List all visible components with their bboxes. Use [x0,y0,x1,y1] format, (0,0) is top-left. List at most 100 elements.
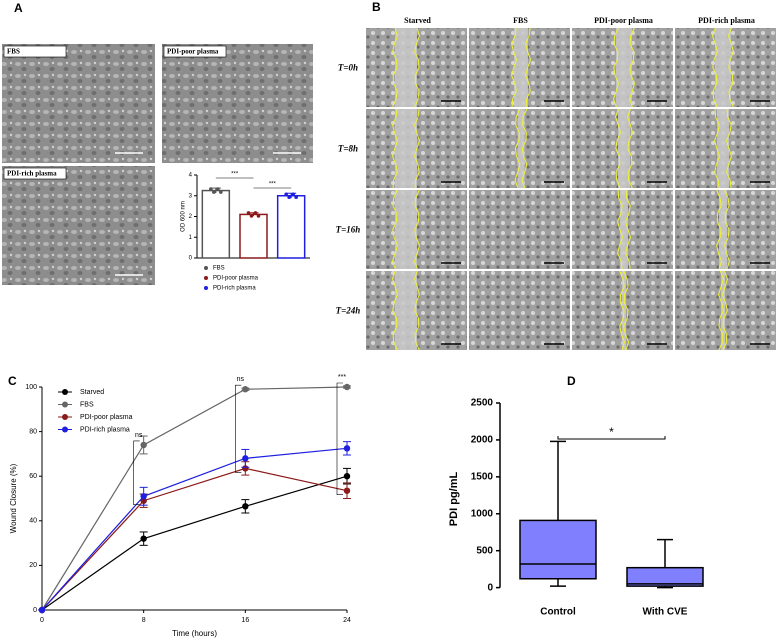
series-line [41,447,348,611]
wound-edge [392,27,399,108]
legend-marker [204,276,208,280]
significance-bracket [133,440,140,506]
significance-bracket [557,436,666,440]
wound-gap [395,28,417,107]
legend-label: PDI-rich plasma [213,286,256,292]
y-tick-label: 4 [189,173,193,179]
microscopy-image [2,166,155,285]
microscopy-image [675,271,776,350]
wound-edge [391,270,398,351]
wound-gap [616,28,632,107]
row-label: T=0h [338,63,358,73]
data-point [287,195,291,200]
y-tick-label: 0 [33,607,37,614]
significance-label: ns [237,376,245,383]
column-header: PDI-poor plasma [594,16,653,25]
data-point [291,192,295,197]
y-axis-label: Wound Closure (%) [9,463,18,533]
wound-edge [414,27,421,108]
x-tick-label: 16 [241,617,249,624]
wound-edge [612,27,619,108]
legend-marker [62,426,68,433]
significance-label: ns [135,432,143,439]
data-point [219,190,223,194]
y-tick-label: 1000 [471,508,494,519]
series-line [41,475,348,611]
row-label: T=8h [338,144,358,154]
data-point [343,473,351,480]
wound-edge [413,270,420,351]
significance-label: *** [338,374,346,381]
wound-edge [617,189,624,270]
microscopy-image [469,190,570,269]
wound-gap [715,28,731,107]
data-point [246,211,251,215]
wound-gap [395,109,417,188]
data-point [294,195,298,200]
x-tick-label: 24 [343,617,351,624]
wound-edge [392,108,399,189]
y-tick-label: 2500 [471,398,494,409]
data-point [140,535,147,542]
y-tick-label: 1500 [471,471,494,482]
y-tick-label: 20 [29,562,37,569]
data-point [242,386,249,393]
legend-label: PDI-rich plasma [80,426,130,433]
row-label: T=24h [336,306,361,316]
y-tick-label: 2000 [471,435,494,446]
legend-marker [62,389,68,395]
legend-label: Starved [80,389,104,396]
image-label-box [3,45,67,58]
x-tick-label: Control [540,607,576,618]
data-point [256,214,261,218]
y-axis-label: OD 600 nm [181,201,187,232]
wound-edge [721,270,729,351]
panel-label: B [372,0,381,14]
image-label: PDI-poor plasma [167,48,219,56]
wound-edge [391,189,398,270]
legend-label: PDI-poor plasma [80,414,133,421]
wound-gap [514,28,528,107]
wound-gap [517,109,525,188]
x-tick-label: With CVE [643,607,688,618]
significance-label: * [609,425,614,439]
y-tick-label: 2 [189,214,193,220]
legend-marker [62,414,68,420]
microscopy-image [2,44,155,163]
wound-edge [414,108,421,189]
wound-edge [625,189,632,270]
y-tick-label: 3 [189,193,193,199]
y-tick-label: 80 [29,428,37,435]
wound-edge [511,27,518,108]
bar [239,213,268,259]
x-tick-label: 0 [40,617,44,624]
row-label: T=16h [336,225,361,235]
legend-label: FBS [213,266,225,272]
image-label-box [3,167,67,180]
legend-label: PDI-poor plasma [213,276,259,282]
image-label: PDI-rich plasma [7,170,57,178]
data-point [216,187,220,191]
wound-edge [716,189,723,270]
microscopy-image [162,44,313,163]
wound-edge [525,27,532,108]
data-point [343,445,351,452]
data-point [140,493,147,500]
data-point [212,190,216,194]
microscopy-image [469,271,570,350]
wound-gap [620,190,628,269]
column-header: Starved [404,16,431,25]
data-point [209,187,213,191]
wound-edge [521,108,528,189]
series-line [41,386,348,611]
y-tick-label: 40 [29,518,37,525]
y-tick-label: 100 [25,384,37,391]
bar [201,189,231,259]
wound-gap [395,271,417,350]
panel-label: D [567,374,576,388]
data-point [140,441,147,449]
legend-label: FBS [80,401,94,408]
wound-edge [623,270,630,351]
wound-edge [727,27,734,108]
significance-label: *** [231,172,239,178]
